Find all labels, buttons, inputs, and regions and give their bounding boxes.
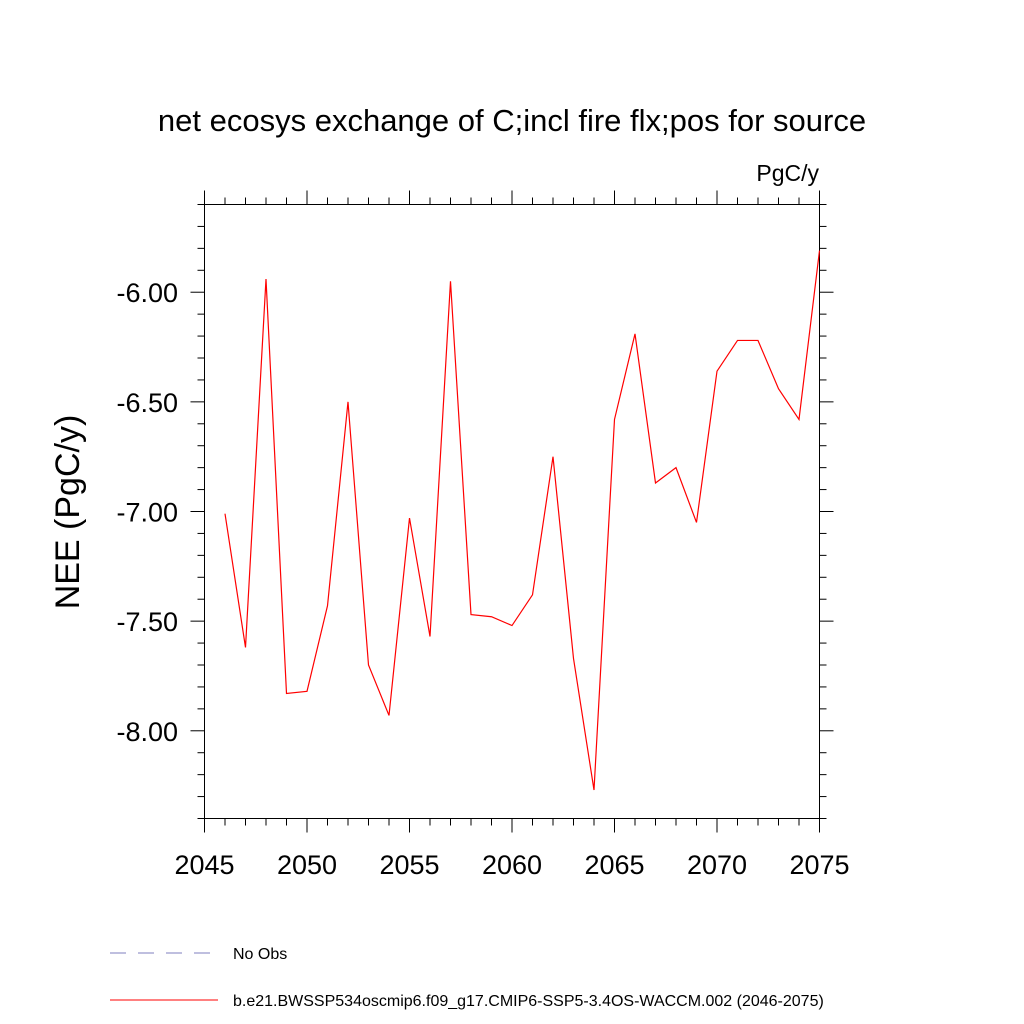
legend-label: b.e21.BWSSP534oscmip6.f09_g17.CMIP6-SSP5… — [233, 993, 824, 1010]
y-axis-label: NEE (PgC/y) — [49, 415, 87, 610]
x-tick-label: 2060 — [482, 850, 542, 880]
x-tick-label: 2075 — [789, 850, 849, 880]
x-tick-label: 2065 — [584, 850, 644, 880]
series-line — [224, 250, 821, 791]
series-layer — [224, 250, 821, 791]
y-tick-label: -7.00 — [116, 498, 178, 528]
units-label: PgC/y — [756, 160, 819, 186]
y-tick-label: -6.00 — [116, 278, 178, 308]
x-tick-label: 2045 — [174, 850, 234, 880]
x-tick-label: 2070 — [687, 850, 747, 880]
chart-title: net ecosys exchange of C;incl fire flx;p… — [158, 103, 866, 138]
y-tick-label: -7.50 — [116, 607, 178, 637]
legend: No Obs b.e21.BWSSP534oscmip6.f09_g17.CMIP… — [110, 946, 824, 1010]
axis-ticks — [190, 190, 834, 833]
x-tick-label: 2055 — [379, 850, 439, 880]
x-tick-label: 2050 — [277, 850, 337, 880]
plot-frame — [204, 204, 820, 819]
y-tick-label: -6.50 — [116, 388, 178, 418]
legend-label: No Obs — [233, 946, 287, 963]
y-tick-label: -8.00 — [116, 717, 178, 747]
axis-tick-labels: 2045 2050 2055 2060 2065 2070 2075 -8.00 -7.50 -7… — [116, 278, 849, 880]
